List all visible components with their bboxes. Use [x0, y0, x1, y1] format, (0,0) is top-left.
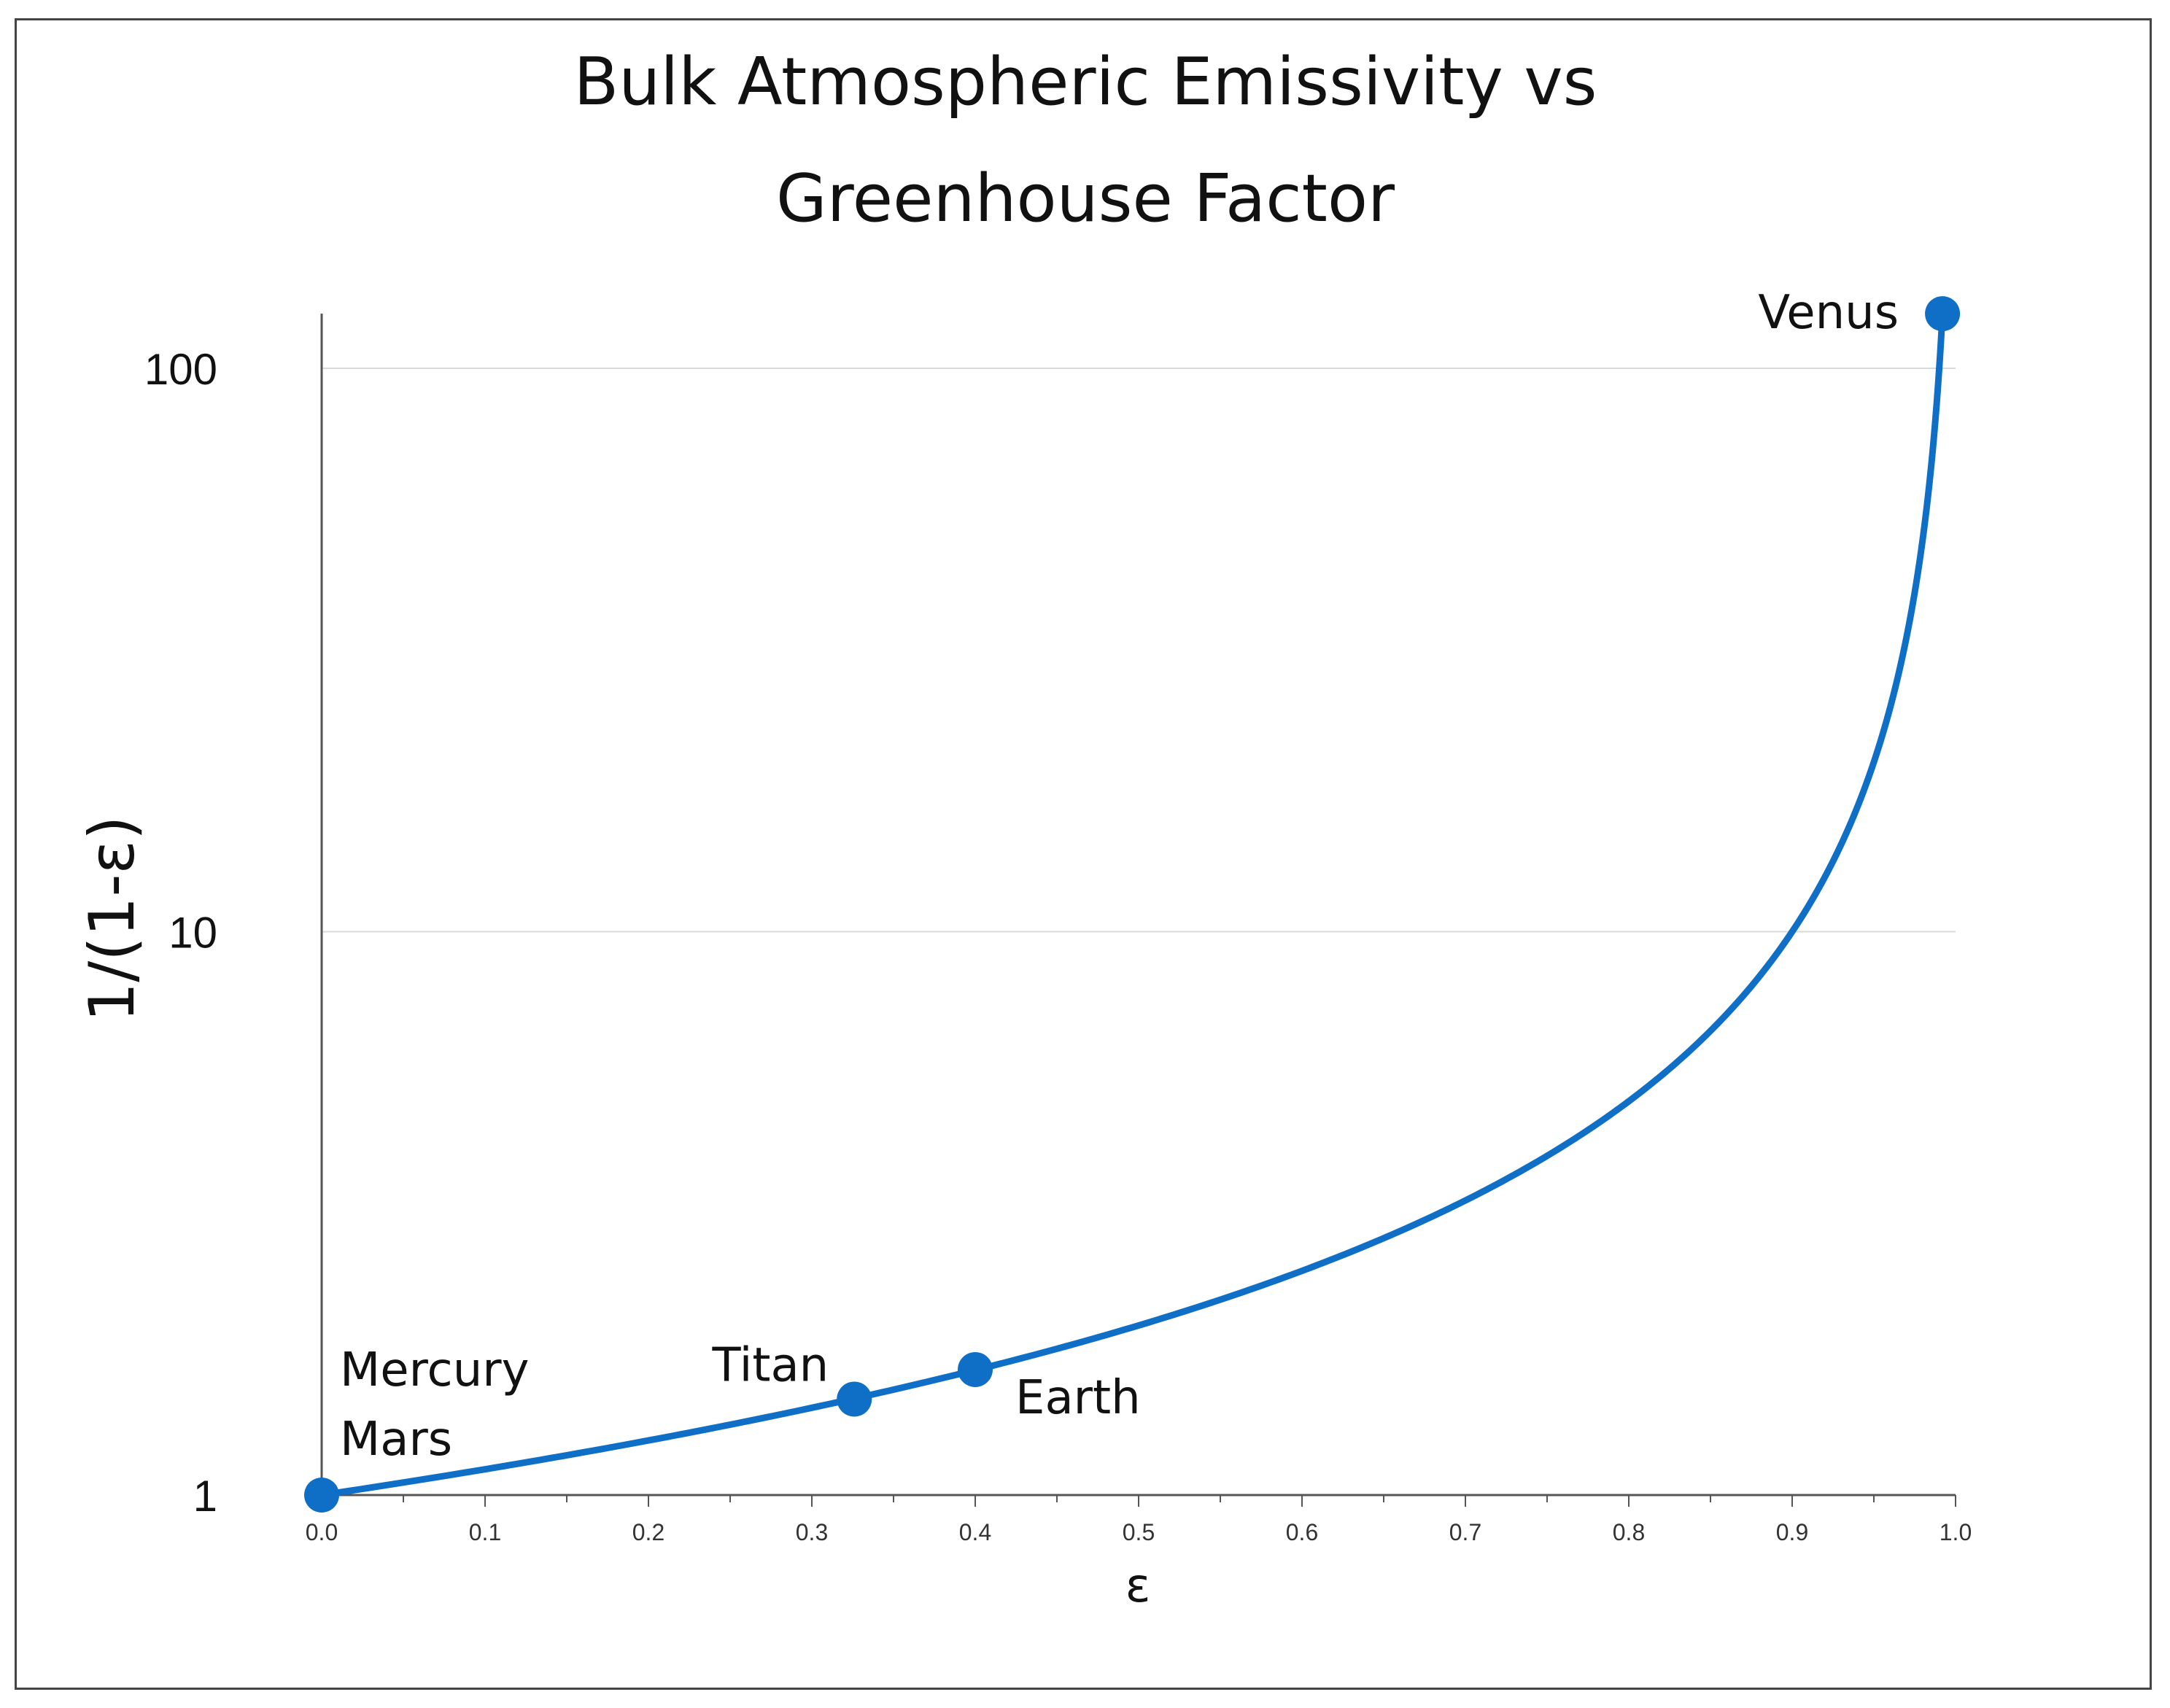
x-tick-label-0.1: 0.1 [469, 1519, 501, 1545]
data-point-mercury-mars [304, 1478, 339, 1513]
x-tick-labels: 0.0 0.1 0.2 0.3 0.4 0.5 0.6 0.7 0.8 0.9 1.0 [306, 1519, 1972, 1545]
data-point-venus [1925, 296, 1961, 332]
axes [320, 314, 1956, 1507]
y-tick-label-1: 1 [193, 1472, 217, 1521]
x-tick-label-0.4: 0.4 [959, 1519, 991, 1545]
x-tick-label-1.0: 1.0 [1940, 1519, 1972, 1545]
chart-title: Bulk Atmospheric Emissivity vs Greenhous… [574, 44, 1597, 237]
point-label-earth: Earth [1015, 1371, 1141, 1425]
chart-title-line-1: Bulk Atmospheric Emissivity vs [574, 44, 1597, 120]
x-tick-label-0.5: 0.5 [1123, 1519, 1155, 1545]
x-tick-label-0.3: 0.3 [796, 1519, 828, 1545]
chart-title-line-2: Greenhouse Factor [776, 160, 1395, 237]
x-tick-label-0.0: 0.0 [306, 1519, 338, 1545]
chart-frame: Bulk Atmospheric Emissivity vs Greenhous… [15, 18, 2152, 1690]
y-axis-label: 1/(1-ε) [76, 815, 149, 1022]
point-label-titan: Titan [711, 1338, 829, 1392]
data-point-earth [958, 1351, 993, 1387]
y-tick-label-100: 100 [144, 345, 217, 394]
series [318, 310, 1946, 1499]
x-tick-label-0.8: 0.8 [1613, 1519, 1645, 1545]
x-axis-label: ε [1125, 1559, 1151, 1613]
point-label-mercury: Mercury [340, 1343, 529, 1397]
grid-lines [322, 368, 1956, 933]
point-label-venus: Venus [1758, 286, 1899, 340]
data-point-titan [837, 1381, 872, 1417]
y-tick-label-10: 10 [168, 909, 217, 958]
y-tick-labels: 1 10 100 [144, 345, 217, 1521]
x-tick-label-0.6: 0.6 [1286, 1519, 1318, 1545]
data-points: Mercury Mars Titan Earth Venus [304, 286, 1961, 1513]
x-tick-label-0.7: 0.7 [1449, 1519, 1481, 1545]
series-line-0 [318, 310, 1946, 1499]
point-label-mars: Mars [340, 1413, 452, 1467]
x-tick-label-0.9: 0.9 [1776, 1519, 1808, 1545]
x-tick-label-0.2: 0.2 [632, 1519, 664, 1545]
chart-svg: Bulk Atmospheric Emissivity vs Greenhous… [76, 44, 1972, 1613]
